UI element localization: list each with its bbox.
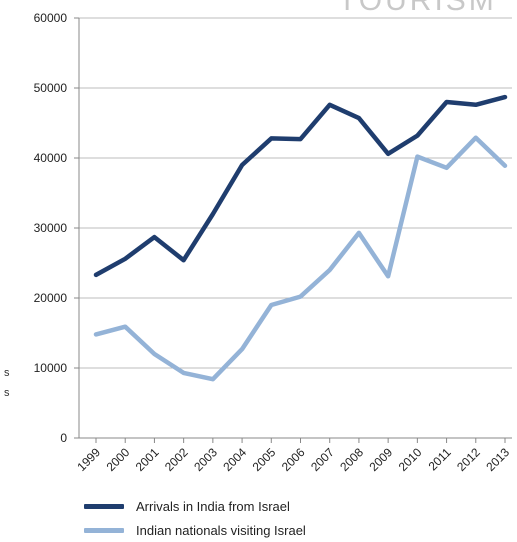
data-point-arrivals — [329, 104, 331, 106]
left-edge-fragment: s — [4, 367, 10, 379]
axes — [74, 17, 512, 443]
data-point-indian-nationals — [241, 348, 243, 350]
data-point-indian-nationals — [300, 296, 301, 298]
data-point-indian-nationals — [358, 232, 360, 234]
legend-swatch-arrivals — [84, 503, 124, 509]
x-tick-label: 2012 — [454, 445, 483, 474]
series-line-arrivals — [93, 94, 508, 278]
y-tick-label: 0 — [60, 431, 67, 445]
data-point-arrivals — [475, 104, 477, 106]
y-tick-label: 10000 — [34, 361, 68, 375]
series-lines — [93, 94, 508, 382]
x-tick-label: 2003 — [191, 445, 220, 474]
legend-item-arrivals: Arrivals in India from Israel — [84, 494, 306, 518]
data-point-indian-nationals — [153, 353, 155, 355]
legend-label-arrivals: Arrivals in India from Israel — [136, 498, 290, 514]
data-point-arrivals — [241, 164, 243, 166]
left-edge-fragment: s — [4, 387, 10, 399]
legend: Arrivals in India from Israel Indian nat… — [84, 494, 306, 542]
x-tick-label: 2010 — [396, 445, 425, 474]
data-point-arrivals — [124, 258, 126, 260]
x-tick-label: 2004 — [220, 445, 249, 474]
x-tick-label: 2007 — [308, 445, 337, 474]
x-tick-label: 2008 — [337, 445, 366, 474]
x-tick-label: 2006 — [279, 445, 308, 474]
data-point-indian-nationals — [446, 167, 448, 169]
data-point-arrivals — [387, 153, 389, 155]
data-point-indian-nationals — [183, 372, 185, 374]
data-point-arrivals — [153, 236, 155, 238]
data-point-indian-nationals — [504, 165, 506, 167]
data-point-indian-nationals — [212, 378, 214, 380]
data-point-indian-nationals — [475, 137, 477, 139]
series-line-indian-nationals — [93, 135, 508, 382]
legend-label-indian-nationals: Indian nationals visiting Israel — [136, 522, 306, 538]
y-tick-labels: 0 10000 20000 30000 40000 50000 60000 — [34, 11, 68, 445]
data-point-arrivals — [446, 101, 448, 103]
gridlines — [79, 17, 512, 369]
data-point-indian-nationals — [416, 156, 418, 158]
x-tick-labels: 1999 2000 2001 2002 2003 2004 2005 2006 2007 2008… — [74, 445, 512, 474]
data-point-arrivals — [270, 137, 272, 139]
y-tick-label: 50000 — [34, 81, 68, 95]
legend-item-indian-nationals: Indian nationals visiting Israel — [84, 518, 306, 542]
data-point-arrivals — [95, 274, 97, 276]
y-tick-label: 30000 — [34, 221, 68, 235]
x-tick-label: 2009 — [366, 445, 395, 474]
x-tick-label: 2011 — [426, 445, 454, 473]
y-tick-label: 40000 — [34, 151, 68, 165]
y-tick-label: 60000 — [34, 11, 68, 25]
x-tick-label: 2000 — [104, 445, 133, 474]
data-point-arrivals — [358, 117, 360, 119]
legend-swatch-indian-nationals — [84, 527, 124, 533]
watermark-text: TOURISM — [338, 0, 497, 17]
data-point-indian-nationals — [270, 304, 272, 306]
x-tick-label: 2005 — [250, 445, 279, 474]
data-point-indian-nationals — [329, 269, 331, 271]
data-point-arrivals — [416, 135, 418, 137]
x-tick-label: 2002 — [162, 445, 191, 474]
x-tick-label: 2001 — [133, 445, 162, 474]
x-tick-label: 1999 — [74, 445, 103, 474]
data-point-indian-nationals — [124, 326, 126, 328]
data-point-indian-nationals — [387, 275, 389, 277]
y-tick-label: 20000 — [34, 291, 68, 305]
data-point-arrivals — [504, 96, 506, 98]
data-point-arrivals — [212, 213, 214, 215]
data-point-arrivals — [300, 138, 301, 140]
x-tick-label: 2013 — [483, 445, 512, 474]
data-point-indian-nationals — [95, 333, 97, 335]
data-point-arrivals — [183, 259, 185, 261]
